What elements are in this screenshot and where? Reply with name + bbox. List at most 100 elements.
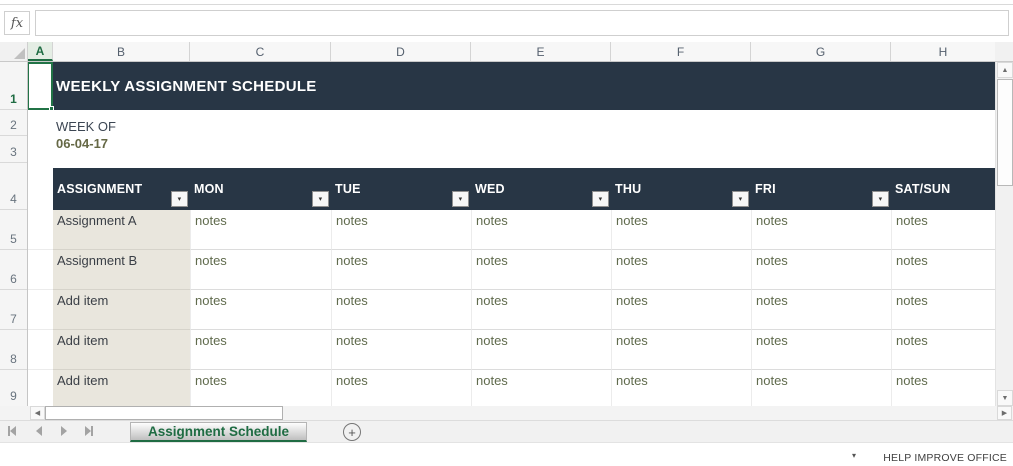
row-header-4[interactable]: 4	[0, 163, 27, 210]
notes-cell[interactable]: notes	[190, 290, 331, 330]
status-bar: ▾ HELP IMPROVE OFFICE	[0, 442, 1013, 466]
formula-bar: fx	[0, 6, 1013, 40]
notes-cell[interactable]: notes	[611, 290, 751, 330]
notes-cell[interactable]: notes	[891, 330, 995, 370]
select-all-corner[interactable]	[0, 42, 28, 61]
table-header-fri[interactable]: FRI ▾	[751, 168, 891, 210]
table-header-mon[interactable]: MON ▾	[190, 168, 331, 210]
table-header-satsun[interactable]: SAT/SUN	[891, 168, 995, 210]
assignment-cell[interactable]: Add item	[53, 370, 190, 406]
help-improve-office-link[interactable]: HELP IMPROVE OFFICE	[883, 452, 1007, 464]
table-row: Assignment B notes notes notes notes not…	[28, 250, 995, 290]
next-sheet-icon[interactable]	[58, 425, 70, 437]
notes-cell[interactable]: notes	[190, 370, 331, 406]
scroll-right-icon[interactable]: ▶	[997, 406, 1012, 420]
notes-cell[interactable]: notes	[471, 250, 611, 290]
filter-dropdown-icon[interactable]: ▾	[312, 191, 329, 207]
notes-cell[interactable]: notes	[331, 330, 471, 370]
week-of-date[interactable]: 06-04-17	[56, 136, 109, 151]
scroll-down-icon[interactable]: ▼	[997, 390, 1013, 406]
row-header-5[interactable]: 5	[0, 210, 27, 250]
notes-cell[interactable]: notes	[891, 370, 995, 406]
selected-cell-a1[interactable]	[28, 62, 54, 111]
column-header-c[interactable]: C	[190, 42, 331, 61]
notes-cell[interactable]: notes	[611, 370, 751, 406]
filter-dropdown-icon[interactable]: ▾	[732, 191, 749, 207]
row-header-9[interactable]: 9	[0, 370, 27, 406]
horizontal-scrollbar-thumb[interactable]	[45, 406, 283, 420]
fx-icon[interactable]: fx	[4, 11, 30, 35]
notes-cell[interactable]: notes	[891, 210, 995, 250]
row-header-3[interactable]: 3	[0, 136, 27, 163]
row-header-6[interactable]: 6	[0, 250, 27, 290]
cell-a-spacer[interactable]	[28, 210, 53, 250]
column-header-d[interactable]: D	[331, 42, 471, 61]
week-of-label[interactable]: WEEK OF	[56, 119, 116, 134]
notes-cell[interactable]: notes	[471, 290, 611, 330]
table-header-thu[interactable]: THU ▾	[611, 168, 751, 210]
notes-cell[interactable]: notes	[611, 210, 751, 250]
table-body: Assignment A notes notes notes notes not…	[28, 210, 995, 406]
column-header-f[interactable]: F	[611, 42, 751, 61]
notes-cell[interactable]: notes	[471, 330, 611, 370]
column-header-h[interactable]: H	[891, 42, 995, 61]
table-row: Add item notes notes notes notes notes n…	[28, 330, 995, 370]
last-sheet-icon[interactable]	[83, 425, 95, 437]
filter-dropdown-icon[interactable]: ▾	[592, 191, 609, 207]
filter-dropdown-icon[interactable]: ▾	[171, 191, 188, 207]
row-header-1[interactable]: 1	[0, 62, 27, 110]
notes-cell[interactable]: notes	[190, 210, 331, 250]
notes-cell[interactable]: notes	[751, 250, 891, 290]
column-header-g[interactable]: G	[751, 42, 891, 61]
table-header-assignment[interactable]: ASSIGNMENT ▾	[53, 168, 190, 210]
notes-cell[interactable]: notes	[611, 330, 751, 370]
table-header-wed[interactable]: WED ▾	[471, 168, 611, 210]
notes-cell[interactable]: notes	[751, 330, 891, 370]
assignment-cell[interactable]: Assignment A	[53, 210, 190, 250]
cell-a-spacer[interactable]	[28, 290, 53, 330]
filter-dropdown-icon[interactable]: ▾	[452, 191, 469, 207]
assignment-cell[interactable]: Add item	[53, 330, 190, 370]
column-header-e[interactable]: E	[471, 42, 611, 61]
scroll-up-icon[interactable]: ▲	[997, 62, 1013, 78]
formula-input[interactable]	[35, 10, 1009, 36]
notes-cell[interactable]: notes	[751, 290, 891, 330]
assignment-cell[interactable]: Add item	[53, 290, 190, 330]
horizontal-scrollbar[interactable]: ◀ ▶	[0, 406, 1013, 420]
notes-cell[interactable]: notes	[891, 250, 995, 290]
notes-cell[interactable]: notes	[611, 250, 751, 290]
add-sheet-button[interactable]: +	[343, 423, 361, 441]
scroll-left-icon[interactable]: ◀	[30, 406, 45, 420]
tab-assignment-schedule[interactable]: Assignment Schedule	[130, 422, 307, 442]
notes-cell[interactable]: notes	[331, 210, 471, 250]
table-header-tue[interactable]: TUE ▾	[331, 168, 471, 210]
column-header-a[interactable]: A	[28, 42, 53, 61]
fill-handle[interactable]	[49, 106, 54, 111]
vertical-scrollbar-thumb[interactable]	[997, 79, 1013, 186]
notes-cell[interactable]: notes	[331, 370, 471, 406]
notes-cell[interactable]: notes	[190, 330, 331, 370]
notes-cell[interactable]: notes	[751, 370, 891, 406]
cell-a-spacer[interactable]	[28, 330, 53, 370]
cell-a-spacer[interactable]	[28, 250, 53, 290]
row-header-7[interactable]: 7	[0, 290, 27, 330]
notes-cell[interactable]: notes	[331, 250, 471, 290]
notes-cell[interactable]: notes	[471, 210, 611, 250]
assignment-cell[interactable]: Assignment B	[53, 250, 190, 290]
vertical-scrollbar[interactable]: ▲ ▼	[995, 62, 1013, 406]
status-dropdown-icon[interactable]: ▾	[852, 451, 857, 460]
previous-sheet-icon[interactable]	[33, 425, 45, 437]
row-header-2[interactable]: 2	[0, 110, 27, 136]
filter-dropdown-icon[interactable]: ▾	[872, 191, 889, 207]
notes-cell[interactable]: notes	[190, 250, 331, 290]
cell-a-spacer[interactable]	[28, 370, 53, 406]
title-banner[interactable]: WEEKLY ASSIGNMENT SCHEDULE	[53, 62, 995, 110]
column-header-b[interactable]: B	[53, 42, 190, 61]
notes-cell[interactable]: notes	[891, 290, 995, 330]
header-label: THU	[615, 182, 642, 196]
row-header-8[interactable]: 8	[0, 330, 27, 370]
notes-cell[interactable]: notes	[471, 370, 611, 406]
first-sheet-icon[interactable]	[6, 425, 18, 437]
notes-cell[interactable]: notes	[331, 290, 471, 330]
notes-cell[interactable]: notes	[751, 210, 891, 250]
